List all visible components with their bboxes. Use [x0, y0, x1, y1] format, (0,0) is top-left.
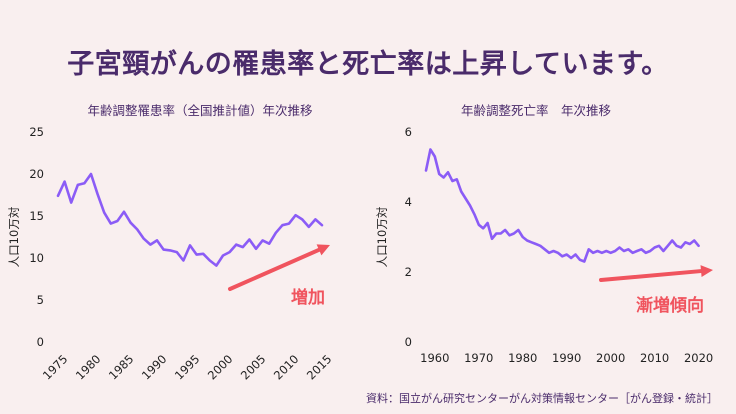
x-tick-label: 1980 — [508, 351, 537, 365]
y-axis-label: 人口10万対 — [375, 206, 389, 267]
y-tick-label: 20 — [29, 167, 44, 181]
series-line — [424, 148, 700, 263]
x-tick-label: 2010 — [271, 352, 302, 383]
x-tick-label: 2000 — [596, 351, 625, 365]
trend-arrow — [599, 269, 704, 282]
y-tick-label: 0 — [405, 335, 412, 349]
x-tick-label: 2000 — [205, 352, 236, 383]
x-tick-label: 1975 — [40, 352, 71, 383]
x-tick-label: 1960 — [420, 351, 449, 365]
y-axis-label: 人口10万対 — [7, 206, 21, 267]
trend-arrowhead — [316, 244, 330, 256]
x-tick-label: 2010 — [640, 351, 669, 365]
y-tick-label: 0 — [37, 335, 44, 349]
chart-title: 年齢調整罹患率（全国推計値）年次推移 — [87, 103, 312, 118]
x-tick-label: 2015 — [304, 352, 335, 383]
y-tick-label: 15 — [29, 209, 44, 223]
mortality-chart-panel: 年齢調整死亡率 年次推移 0 2 4 6 人口10万対 1960 1970 1980 1990 20… — [368, 95, 736, 385]
y-tick-label: 2 — [405, 265, 412, 279]
trend-annotation: 増加 — [291, 287, 325, 308]
trend-arrow — [228, 247, 322, 291]
x-tick-label: 1990 — [552, 351, 581, 365]
source-note: 資料：国立がん研究センターがん対策情報センター［がん登録・統計］ — [366, 392, 718, 405]
x-tick-label: 1990 — [139, 352, 170, 383]
mortality-chart: 年齢調整死亡率 年次推移 0 2 4 6 人口10万対 1960 1970 1980 1990 20… — [375, 103, 713, 365]
x-tick-label: 2005 — [238, 352, 269, 383]
incidence-chart-panel: 年齢調整罹患率（全国推計値）年次推移 0 5 10 15 20 25 人口10万対 1975 19… — [0, 95, 368, 385]
y-tick-label: 4 — [405, 195, 412, 209]
y-tick-label: 25 — [29, 125, 44, 139]
trend-annotation: 漸増傾向 — [636, 295, 704, 316]
y-tick-label: 10 — [29, 251, 44, 265]
x-tick-label: 1980 — [73, 352, 104, 383]
y-tick-label: 6 — [405, 125, 412, 139]
series-line — [56, 172, 324, 267]
trend-arrowhead — [700, 265, 713, 278]
y-tick-label: 5 — [37, 293, 44, 307]
x-tick-label: 1995 — [172, 352, 203, 383]
x-tick-label: 1970 — [464, 351, 493, 365]
x-tick-label: 2020 — [684, 351, 713, 365]
x-tick-label: 1985 — [106, 352, 137, 383]
headline: 子宮頸がんの罹患率と死亡率は上昇しています。 — [67, 49, 669, 80]
chart-title: 年齢調整死亡率 年次推移 — [461, 103, 611, 118]
